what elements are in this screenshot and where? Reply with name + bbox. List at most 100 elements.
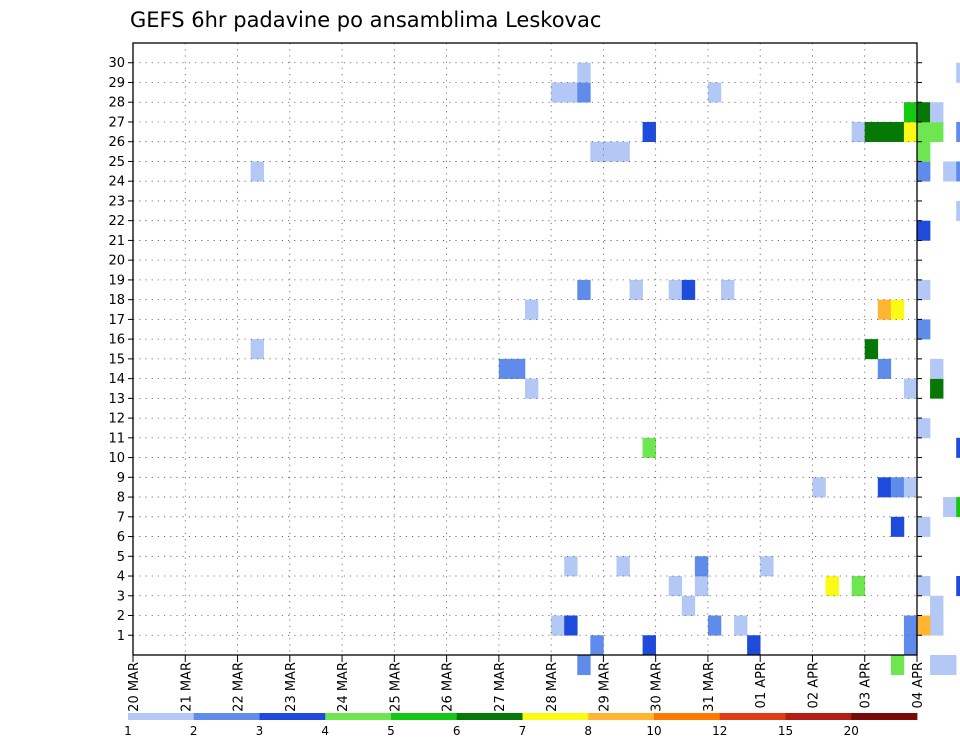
precip-cell xyxy=(903,477,918,498)
colorbar-swatch xyxy=(522,713,589,720)
grid-lines xyxy=(133,43,917,655)
precip-cell xyxy=(525,299,539,320)
precip-cell xyxy=(877,299,892,320)
precip-cell xyxy=(930,615,944,636)
precip-cell xyxy=(864,339,879,360)
y-tick-label: 24 xyxy=(108,175,125,190)
x-tick-label: 27 MAR xyxy=(493,662,508,712)
precip-cell xyxy=(930,358,944,379)
y-tick-label: 4 xyxy=(117,570,125,585)
precip-cell xyxy=(917,319,931,340)
precip-cell xyxy=(616,556,630,577)
precip-cell xyxy=(577,279,591,300)
precip-cell xyxy=(629,279,643,300)
y-tick-label: 25 xyxy=(108,155,125,170)
precip-cell xyxy=(956,200,960,221)
precip-cell xyxy=(877,358,892,379)
precip-cell xyxy=(590,141,604,162)
y-tick-label: 20 xyxy=(108,254,125,269)
precip-cell xyxy=(956,121,960,143)
y-tick-label: 14 xyxy=(108,372,125,387)
colorbar-level-label: 3 xyxy=(256,724,264,738)
precip-cell xyxy=(851,121,866,143)
colorbar-swatch xyxy=(588,713,655,720)
y-tick-label: 23 xyxy=(108,194,125,209)
precip-cell xyxy=(903,635,918,656)
precip-cell xyxy=(851,576,866,597)
colorbar-level-label: 7 xyxy=(519,724,527,738)
precip-cell xyxy=(551,615,565,636)
y-tick-label: 18 xyxy=(108,293,125,308)
precip-cell xyxy=(668,576,683,597)
x-tick-label: 29 MAR xyxy=(597,662,612,712)
x-tick-label: 02 APR xyxy=(806,662,821,708)
precip-cell xyxy=(525,378,539,399)
colorbar-swatch xyxy=(719,713,786,720)
y-tick-label: 17 xyxy=(108,313,125,328)
colorbar-swatch xyxy=(325,713,392,720)
x-axis-ticks: 20 MAR 21 MAR 22 MAR 23 MAR 24 MAR 25 MAR 26 M… xyxy=(127,655,926,712)
x-tick-label: 04 APR xyxy=(911,662,926,708)
x-tick-label: 22 MAR xyxy=(232,662,247,712)
precip-cell xyxy=(903,102,918,123)
y-tick-label: 16 xyxy=(108,333,125,348)
y-tick-label: 27 xyxy=(108,115,125,130)
heatmap-cells xyxy=(250,62,960,676)
precip-cell xyxy=(577,82,591,103)
y-tick-label: 22 xyxy=(108,214,125,229)
x-tick-label: 20 MAR xyxy=(127,662,142,712)
x-tick-label: 31 MAR xyxy=(702,662,717,712)
colorbar-swatch xyxy=(456,713,523,720)
precip-cell xyxy=(956,576,960,597)
colorbar-level-label: 12 xyxy=(712,724,727,738)
precip-cell xyxy=(917,576,931,597)
y-tick-label: 28 xyxy=(108,96,125,111)
precip-cell xyxy=(250,339,264,360)
precip-cell xyxy=(917,141,931,162)
precip-cell xyxy=(681,595,696,616)
precip-cell xyxy=(890,516,905,537)
precip-cell xyxy=(930,655,944,676)
y-tick-label: 15 xyxy=(108,352,125,367)
precip-cell xyxy=(956,62,960,83)
precip-cell xyxy=(694,576,709,597)
y-tick-label: 7 xyxy=(117,510,125,525)
precip-cell xyxy=(890,477,905,498)
colorbar-swatch xyxy=(391,713,458,720)
precip-cell xyxy=(917,220,931,241)
colorbar-swatch xyxy=(259,713,326,720)
colorbar-level-label: 15 xyxy=(778,724,793,738)
precip-cell xyxy=(956,497,960,518)
precip-cell xyxy=(877,477,892,498)
precip-cell xyxy=(956,437,960,458)
plot-frame xyxy=(132,42,918,656)
x-tick-label: 26 MAR xyxy=(441,662,456,712)
precip-cell xyxy=(760,556,774,577)
y-tick-label: 3 xyxy=(117,589,125,604)
colorbar-level-label: 4 xyxy=(321,724,329,738)
precip-cell xyxy=(734,615,748,636)
y-tick-label: 30 xyxy=(108,56,125,71)
precip-cell xyxy=(564,556,578,577)
y-tick-label: 9 xyxy=(117,471,125,486)
colorbar-level-label: 6 xyxy=(453,724,461,738)
precip-cell xyxy=(603,141,617,162)
colorbar-level-label: 2 xyxy=(190,724,198,738)
y-tick-label: 6 xyxy=(117,530,125,545)
y-tick-label: 26 xyxy=(108,135,125,150)
y-tick-label: 19 xyxy=(108,273,125,288)
y-tick-label: 12 xyxy=(108,412,125,427)
precip-cell xyxy=(930,595,944,616)
y-tick-label: 1 xyxy=(117,629,125,644)
precip-cell xyxy=(930,102,944,123)
x-tick-label: 03 APR xyxy=(859,662,874,708)
precip-cell xyxy=(956,161,960,182)
precip-cell xyxy=(747,635,761,656)
precip-cell xyxy=(681,279,696,300)
precip-cell xyxy=(917,516,931,537)
precip-cell xyxy=(903,121,918,143)
x-tick-label: 28 MAR xyxy=(545,662,560,712)
colorbar-level-label: 20 xyxy=(844,724,859,738)
colorbar-swatch xyxy=(654,713,721,720)
